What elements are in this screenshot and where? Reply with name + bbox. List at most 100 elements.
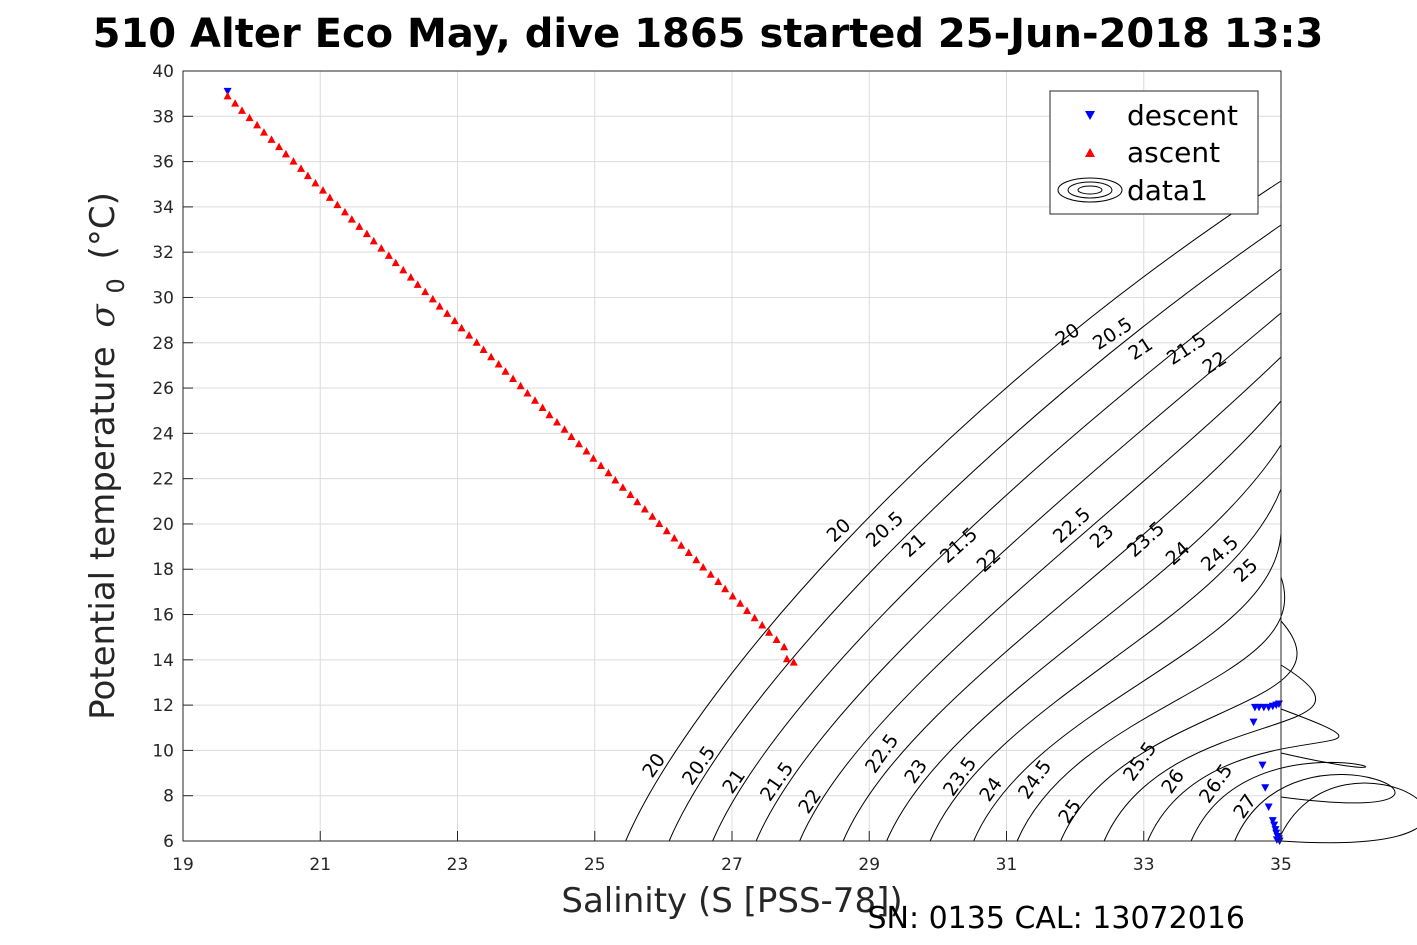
ascent-point — [714, 577, 723, 585]
y-tick-label: 18 — [152, 560, 174, 580]
ascent-point — [399, 265, 408, 274]
density-contour-line — [842, 400, 1282, 842]
ascent-point — [743, 606, 752, 614]
y-tick-label: 16 — [152, 606, 174, 626]
ascent-point — [750, 613, 759, 622]
y-tick-label: 10 — [152, 741, 174, 761]
density-contour-line — [625, 180, 1282, 842]
ascent-point — [318, 186, 327, 194]
x-tick-label: 19 — [172, 855, 194, 875]
ascent-point — [369, 236, 378, 245]
descent-point — [1272, 836, 1281, 844]
ascent-point — [648, 512, 657, 520]
ascent-point — [531, 396, 540, 404]
y-tick-label: 14 — [152, 651, 174, 671]
descent-point — [1268, 817, 1277, 825]
legend-data1-label: data1 — [1127, 174, 1208, 207]
y-tick-label: 36 — [152, 153, 174, 173]
ascent-point — [333, 200, 342, 209]
chart-title: 510 Alter Eco May, dive 1865 started 25-… — [93, 11, 1324, 57]
ascent-point — [706, 570, 715, 578]
ascent-point — [626, 490, 635, 498]
svg-text:Potential temperature σ: Potential temperature σ 0 (°C) — [83, 192, 133, 720]
density-contour-line — [755, 312, 1282, 842]
ascent-point — [435, 302, 444, 310]
ascent-point — [384, 251, 393, 259]
ascent-point — [494, 360, 503, 368]
ascent-point — [596, 461, 605, 470]
ascent-point — [413, 280, 422, 288]
density-contour-line — [1147, 708, 1340, 842]
ascent-point — [538, 403, 547, 412]
data-markers — [223, 87, 1284, 845]
ascent-point — [560, 425, 569, 433]
ascent-point — [758, 620, 767, 629]
ascent-point — [245, 113, 254, 122]
ascent-point — [487, 352, 496, 361]
legend-descent-marker — [1085, 111, 1095, 120]
y-tick-label: 32 — [152, 243, 174, 263]
ascent-point — [253, 120, 262, 129]
descent-point — [1270, 821, 1279, 830]
y-tick-label: 28 — [152, 334, 174, 354]
ascent-point — [670, 533, 679, 542]
legend: descent ascent data1 — [1049, 90, 1259, 215]
ascent-point — [780, 642, 789, 651]
ascent-point — [677, 541, 686, 549]
ascent-point — [281, 149, 290, 158]
y-axis-label-unit: (°C) — [83, 192, 123, 259]
ascent-point — [545, 410, 554, 419]
y-tick-label: 24 — [152, 424, 174, 444]
y-tick-label: 20 — [152, 515, 174, 535]
y-tick-label: 26 — [152, 379, 174, 399]
ascent-point — [516, 381, 525, 390]
ascent-point — [362, 229, 371, 238]
ascent-point — [684, 548, 693, 556]
ascent-point — [450, 316, 459, 325]
y-tick-label: 40 — [152, 62, 174, 82]
x-tick-label: 31 — [996, 855, 1018, 875]
legend-contour-icon — [1057, 177, 1123, 203]
descent-point — [1249, 718, 1258, 727]
ascent-point — [721, 584, 730, 593]
ascent-point — [692, 555, 701, 564]
ascent-point — [311, 178, 320, 187]
y-axis-ticks: 6 8 10 12 14 16 18 20 22 24 26 28 30 32 34 36 38 40 — [152, 62, 193, 852]
ascent-point — [553, 418, 562, 426]
y-axis-label: Potential temperature σ 0 (°C) — [83, 192, 133, 720]
density-contour-line — [1234, 774, 1396, 842]
descent-point — [1261, 784, 1270, 792]
x-axis-label: Salinity (S [PSS-78]) — [561, 881, 902, 921]
density-contour-line — [1103, 664, 1317, 842]
ascent-point — [604, 468, 613, 477]
y-axis-label-symbol: σ — [83, 304, 123, 328]
y-axis-label-text: Potential temperature — [83, 346, 123, 719]
ascent-point — [472, 338, 481, 346]
ascent-point — [640, 504, 649, 513]
legend-ascent-marker — [1085, 148, 1095, 157]
density-contour-line — [929, 488, 1282, 842]
density-contour-line — [668, 224, 1282, 842]
ascent-point — [772, 635, 781, 643]
y-tick-label: 38 — [152, 107, 174, 127]
legend-ascent-label: ascent — [1127, 136, 1220, 169]
ascent-point — [501, 367, 510, 375]
ascent-point — [457, 323, 466, 332]
density-contour-line — [973, 532, 1282, 842]
x-tick-label: 27 — [721, 855, 743, 875]
ascent-point — [267, 135, 276, 143]
x-tick-label: 23 — [447, 855, 469, 875]
density-contour-line — [1277, 782, 1417, 844]
y-axis-label-subscript: 0 — [102, 278, 130, 293]
ascent-point — [589, 454, 598, 462]
ascent-point — [582, 447, 591, 455]
ascent-point — [655, 519, 664, 527]
y-tick-label: 22 — [152, 470, 174, 490]
ascent-point — [325, 193, 334, 201]
ascent-point — [340, 207, 349, 216]
x-tick-label: 21 — [309, 855, 331, 875]
ascent-point — [421, 287, 430, 296]
ascent-point — [574, 439, 583, 448]
ascent-point — [391, 258, 400, 267]
